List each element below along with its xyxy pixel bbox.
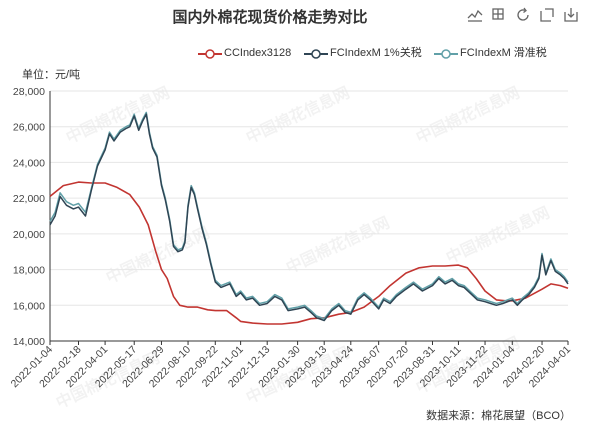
legend-marker-fcindex-1pct (304, 49, 328, 59)
zoom-reset-icon[interactable] (538, 6, 556, 24)
save-image-icon[interactable] (562, 6, 580, 24)
y-tick-label: 14,000 (13, 336, 45, 348)
series-line-fcindex-1pct (49, 113, 569, 322)
data-source-note: 数据来源：棉花展望（BCO） (426, 410, 571, 422)
y-tick-label: 26,000 (13, 122, 45, 134)
y-tick-label: 18,000 (13, 265, 45, 277)
chart-title: 国内外棉花现货价格走势对比 (172, 9, 368, 26)
line-chart-icon[interactable] (466, 6, 484, 24)
watermark-text: 中国棉花信息网 (443, 203, 553, 268)
y-axis-unit-label: 单位：元/吨 (22, 69, 81, 81)
watermark-text: 中国棉花信息网 (243, 83, 353, 148)
restore-icon[interactable] (514, 6, 532, 24)
series-lines (49, 111, 569, 325)
y-tick-label: 24,000 (13, 157, 45, 169)
legend-label-fcindex-1pct: FCIndexM 1%关税 (330, 47, 422, 59)
legend-marker-ccindex (198, 49, 222, 59)
y-tick-label: 16,000 (13, 300, 45, 312)
watermark-text: 中国棉花信息网 (63, 83, 173, 148)
legend-label-fcindex-sliding: FCIndexM 滑准税 (460, 47, 547, 59)
legend-label-ccindex: CCIndex3128 (224, 47, 292, 59)
series-line-ccindex (49, 181, 569, 325)
y-tick-label: 20,000 (13, 229, 45, 241)
y-tick-label: 28,000 (13, 86, 45, 98)
y-axis: 14,000 16,000 18,000 20,000 22,000 24,000 26,0… (13, 86, 51, 348)
legend-marker-fcindex-sliding (434, 49, 458, 59)
chart-legend: CCIndex3128 FCIndexM 1%关税 FCIndexM 滑准税 (198, 47, 588, 61)
watermark-text: 中国棉花信息网 (283, 213, 393, 278)
watermark-text: 中国棉花信息网 (413, 83, 523, 148)
series-line-fcindex-sliding (49, 111, 569, 320)
y-tick-label: 22,000 (13, 193, 45, 205)
zoom-icon[interactable] (490, 6, 508, 24)
chart-toolbar (462, 6, 584, 26)
